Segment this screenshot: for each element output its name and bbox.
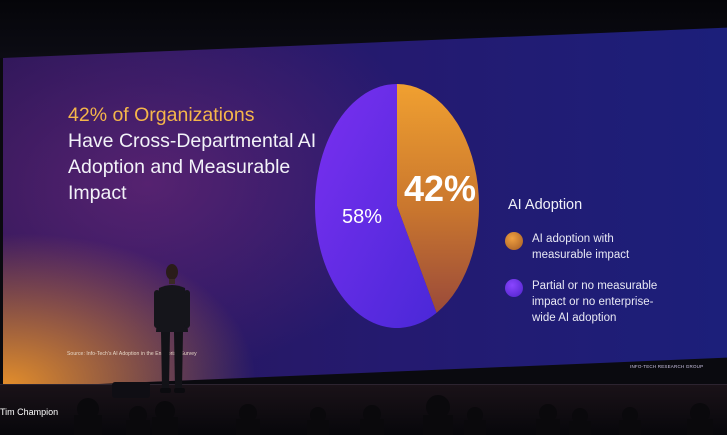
brand-logo-text: INFO-TECH RESEARCH GROUP	[630, 364, 704, 369]
headline-accent: 42% of Organizations	[68, 104, 255, 126]
stage-monitor	[112, 382, 150, 398]
legend-label: AI adoption with measurable impact	[532, 233, 630, 261]
legend-swatch-orange	[505, 232, 523, 250]
pie-slice-partial	[314, 84, 437, 328]
slice-label-42: 42%	[404, 168, 477, 209]
legend-label: Partial or no measurable impact or no en…	[532, 280, 658, 324]
audience-silhouettes	[74, 395, 713, 435]
slide-headline: 42% of Organizations Have Cross-Departme…	[68, 102, 328, 206]
pie-slice-measurable	[397, 84, 479, 313]
headline-rest: Have Cross-Departmental AI Adoption and …	[68, 130, 317, 204]
speaker-silhouette	[154, 264, 190, 393]
legend-swatch-purple	[505, 279, 523, 297]
participant-name-label: Tim Champion	[0, 407, 59, 417]
pie-chart	[314, 84, 479, 328]
legend-title: AI Adoption	[508, 197, 583, 213]
source-note: Source: Info-Tech's AI Adoption in the E…	[67, 351, 197, 357]
slice-label-58: 58%	[342, 206, 383, 228]
